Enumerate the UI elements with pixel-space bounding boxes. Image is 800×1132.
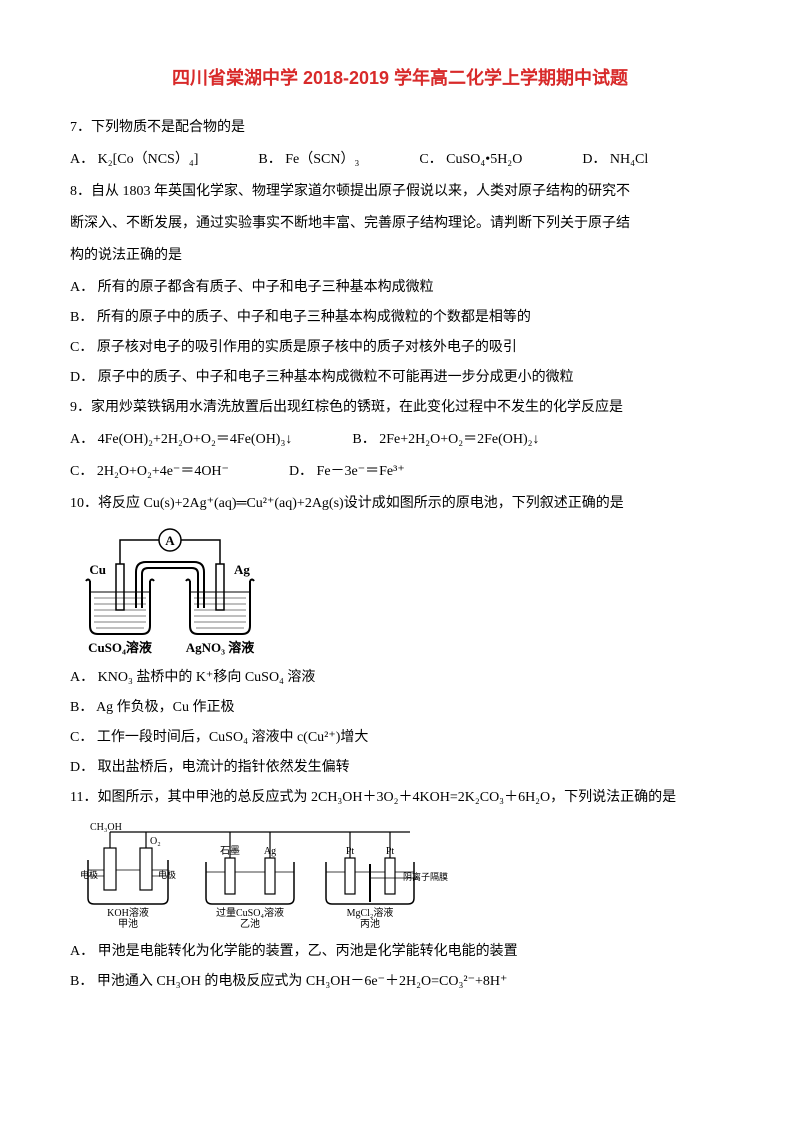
q7-stem: 7．下列物质不是配合物的是 xyxy=(70,114,730,142)
q8-stem2: 断深入、不断发展，通过实验事实不断地丰富、完善原子结构理论。请判断下列关于原子结 xyxy=(70,210,730,238)
q7-opt-b: B． Fe（SCN）₃ xyxy=(258,146,359,174)
q11-opt-a: A． 甲池是电能转化为化学能的装置，乙、丙池是化学能转化电能的装置 xyxy=(70,938,730,966)
q11-opt-b: B． 甲池通入 CH₃OH 的电极反应式为 CH₃OH－6e⁻＋2H₂O=CO₃… xyxy=(70,968,730,996)
c3-e1: Pt xyxy=(346,846,355,857)
q9-opt-d: D． Fe－3e⁻＝Fe³⁺ xyxy=(289,458,405,486)
q7-opt-d: D． NH₄Cl xyxy=(582,146,648,174)
c1-in1: CH₃OH xyxy=(90,822,122,833)
c1-sol: KOH溶液 xyxy=(107,906,149,919)
q10-diagram: A Cu Ag CuSO₄溶液 AgNO₃ 溶液 xyxy=(70,526,730,656)
q9-opt-a: A． 4Fe(OH)₂+2H₂O+O₂＝4Fe(OH)₃↓ xyxy=(70,426,292,454)
c1-name: 甲池 xyxy=(118,917,138,930)
c3-mem: 阴离子隔膜 xyxy=(403,871,448,882)
meter-label: A xyxy=(165,533,175,548)
c2-name: 乙池 xyxy=(240,917,260,930)
q9-opt-c: C． 2H₂O+O₂+4e⁻＝4OH⁻ xyxy=(70,458,229,486)
q9-stem: 9．家用炒菜铁锅用水清洗放置后出现红棕色的锈斑，在此变化过程中不发生的化学反应是 xyxy=(70,394,730,422)
q8-opt-d: D． 原子中的质子、中子和电子三种基本构成微粒不可能再进一步分成更小的微粒 xyxy=(70,364,730,392)
c3-sol: MgCl₂溶液 xyxy=(347,906,394,919)
c3-name: 丙池 xyxy=(360,917,380,930)
ag-label: Ag xyxy=(234,562,250,577)
q9-opts-cd: C． 2H₂O+O₂+4e⁻＝4OH⁻ D． Fe－3e⁻＝Fe³⁺ xyxy=(70,458,730,486)
q9-opts-ab: A． 4Fe(OH)₂+2H₂O+O₂＝4Fe(OH)₃↓ B． 2Fe+2H₂… xyxy=(70,426,730,454)
q8-stem1: 8．自从 1803 年英国化学家、物理学家道尔顿提出原子假说以来，人类对原子结构… xyxy=(70,178,730,206)
right-solution: AgNO₃ 溶液 xyxy=(186,640,255,655)
q7-opt-a: A． K₂[Co（NCS）₄] xyxy=(70,146,198,174)
page-title: 四川省棠湖中学 2018-2019 学年高二化学上学期期中试题 xyxy=(70,60,730,96)
c2-e1: 石墨 xyxy=(220,845,240,857)
c2-e2: Ag xyxy=(264,846,276,857)
c1-in2: O₂ xyxy=(150,836,161,847)
q8-stem3: 构的说法正确的是 xyxy=(70,242,730,270)
q10-stem: 10．将反应 Cu(s)+2Ag⁺(aq)═Cu²⁺(aq)+2Ag(s)设计成… xyxy=(70,490,730,518)
q11-diagram: CH₃OH O₂ 电极 电极 KOH溶液 甲池 石墨 Ag 过量CuSO₄溶液 … xyxy=(70,820,730,930)
q9-opt-b: B． 2Fe+2H₂O+O₂＝2Fe(OH)₂↓ xyxy=(352,426,539,454)
c3-e2: Pt xyxy=(386,846,395,857)
q7-opt-c: C． CuSO₄•5H₂O xyxy=(419,146,522,174)
q10-opt-c: C． 工作一段时间后，CuSO₄ 溶液中 c(Cu²⁺)增大 xyxy=(70,724,730,752)
q11-stem: 11．如图所示，其中甲池的总反应式为 2CH₃OH＋3O₂＋4KOH=2K₂CO… xyxy=(70,784,730,812)
left-solution: CuSO₄溶液 xyxy=(88,640,152,655)
c2-sol: 过量CuSO₄溶液 xyxy=(216,906,284,919)
c1-el-r: 电极 xyxy=(158,869,176,880)
q8-opt-c: C． 原子核对电子的吸引作用的实质是原子核中的质子对核外电子的吸引 xyxy=(70,334,730,362)
cu-label: Cu xyxy=(89,562,106,577)
q8-opt-a: A． 所有的原子都含有质子、中子和电子三种基本构成微粒 xyxy=(70,274,730,302)
q10-opt-b: B． Ag 作负极，Cu 作正极 xyxy=(70,694,730,722)
q7-options: A． K₂[Co（NCS）₄] B． Fe（SCN）₃ C． CuSO₄•5H₂… xyxy=(70,146,730,174)
q10-opt-d: D． 取出盐桥后，电流计的指针依然发生偏转 xyxy=(70,754,730,782)
q8-opt-b: B． 所有的原子中的质子、中子和电子三种基本构成微粒的个数都是相等的 xyxy=(70,304,730,332)
c1-el-l: 电极 xyxy=(80,869,98,880)
q10-opt-a: A． KNO₃ 盐桥中的 K⁺移向 CuSO₄ 溶液 xyxy=(70,664,730,692)
